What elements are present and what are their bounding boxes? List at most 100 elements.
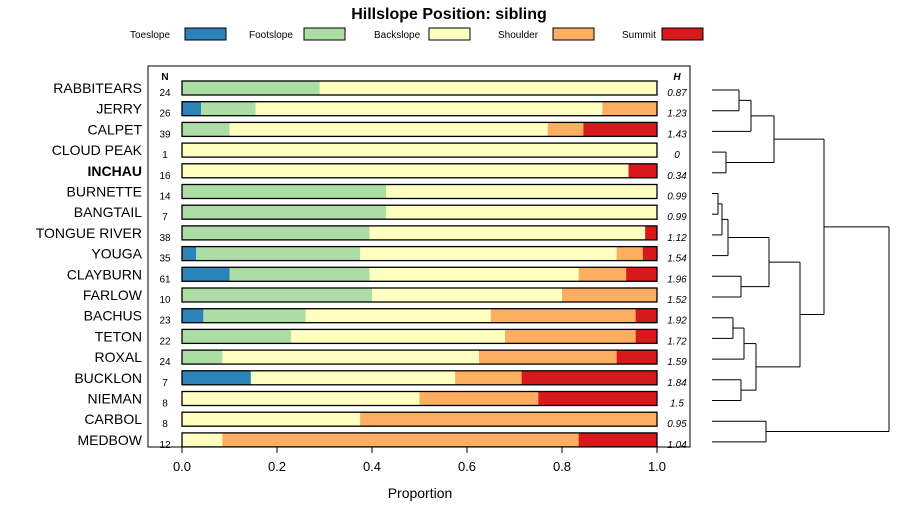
h-value: 1.23: [667, 109, 687, 120]
row-carbol: CARBOL 8 0.95: [84, 411, 687, 430]
n-value: 12: [159, 440, 171, 451]
bar-segment-toeslope: [182, 308, 204, 323]
bar-segment-summit: [521, 370, 657, 385]
row-bangtail: BANGTAIL 7 0.99: [74, 204, 687, 223]
bar-segment-backslope: [369, 225, 646, 240]
bar-segment-toeslope: [182, 267, 230, 282]
bar-outline: [181, 328, 658, 345]
h-value: 1.04: [667, 440, 687, 451]
site-label: CLOUD PEAK: [52, 142, 143, 158]
n-value: 24: [159, 88, 171, 99]
bar-segment-footslope: [203, 308, 306, 323]
bar-segment-summit: [626, 267, 657, 282]
bar-segment-footslope: [182, 184, 387, 199]
bar-outline: [181, 121, 658, 138]
bar-segment-summit: [635, 308, 657, 323]
bar-segment-shoulder: [616, 246, 643, 261]
site-label: BACHUS: [84, 308, 142, 324]
bar-segment-backslope: [360, 246, 617, 261]
bar-outline: [181, 142, 658, 158]
bar-segment-footslope: [182, 329, 292, 344]
x-axis-label: Proportion: [388, 485, 453, 501]
site-label: ROXAL: [95, 349, 143, 365]
bar-segment-backslope: [229, 122, 548, 137]
legend-label-toeslope: Toeslope: [130, 30, 170, 41]
bar-segment-backslope: [250, 370, 456, 385]
bar-segment-shoulder: [455, 370, 522, 385]
bar-outline: [181, 266, 658, 282]
row-medbow: MEDBOW 12 1.04: [77, 432, 687, 451]
bar-segment-footslope: [182, 122, 230, 137]
legend-label-footslope: Footslope: [249, 30, 293, 41]
bar-segment-shoulder: [505, 329, 636, 344]
n-value: 24: [159, 357, 171, 368]
legend-label-shoulder: Shoulder: [498, 30, 539, 41]
bar-outline: [181, 390, 658, 407]
site-label: NIEMAN: [88, 391, 142, 407]
row-bachus: BACHUS 23 1.92: [84, 308, 688, 327]
site-label: TETON: [95, 328, 142, 344]
h-value: 0.87: [667, 88, 687, 99]
bar-segment-summit: [642, 246, 657, 261]
n-value: 22: [159, 336, 171, 347]
n-value: 16: [159, 171, 171, 182]
bar-segment-summit: [583, 122, 657, 137]
bar-segment-footslope: [182, 225, 370, 240]
site-label: RABBITEARS: [53, 80, 142, 96]
bar-segment-shoulder: [562, 288, 657, 302]
row-rabbitears: RABBITEARS 24 0.87: [53, 80, 687, 99]
bar-segment-shoulder: [578, 267, 627, 282]
bar-segment-shoulder: [419, 391, 539, 406]
row-teton: TETON 22 1.72: [95, 328, 687, 347]
h-value: 1.5: [670, 399, 684, 410]
dendrogram: [712, 89, 890, 443]
bar-outline: [181, 101, 658, 117]
bar-segment-toeslope: [182, 370, 251, 385]
legend-label-summit: Summit: [622, 30, 656, 41]
h-value: 1.92: [667, 316, 687, 327]
bar-segment-backslope: [182, 432, 223, 447]
n-value: 8: [162, 399, 168, 410]
bar-segment-backslope: [182, 163, 629, 178]
n-value: 7: [162, 378, 168, 389]
n-value: 35: [159, 254, 171, 265]
site-label: CARBOL: [84, 411, 142, 427]
bar-segment-footslope: [229, 267, 370, 282]
h-value: 1.54: [667, 254, 687, 265]
row-cloud-peak: CLOUD PEAK 1 0: [52, 142, 680, 161]
bar-segment-backslope: [386, 205, 657, 220]
h-value: 1.43: [667, 129, 687, 140]
bar-outline: [181, 204, 658, 220]
bar-segment-footslope: [201, 101, 256, 116]
n-value: 61: [159, 274, 171, 285]
bar-segment-summit: [645, 225, 657, 240]
bar-segment-summit: [635, 329, 657, 344]
bar-outline: [181, 163, 658, 179]
n-value: 14: [159, 192, 171, 203]
legend-swatch-backslope: [428, 27, 471, 41]
bar-outline: [181, 245, 658, 262]
legend-label-backslope: Backslope: [374, 30, 421, 41]
h-value: 0.34: [667, 171, 687, 182]
h-value: 0.99: [667, 212, 687, 223]
bar-segment-shoulder: [547, 122, 584, 137]
bar-segment-backslope: [182, 391, 420, 406]
bar-outline: [181, 349, 658, 365]
h-value: 1.52: [667, 295, 687, 306]
legend: Toeslope Footslope Backslope Shoulder Summit: [130, 27, 704, 41]
bar-segment-backslope: [222, 350, 479, 365]
h-value: 1.96: [667, 274, 687, 285]
row-jerry: JERRY 26 1.23: [96, 101, 687, 120]
bar-segment-footslope: [182, 81, 320, 95]
bar-segment-shoulder: [360, 412, 657, 427]
bar-segment-summit: [628, 163, 657, 178]
legend-swatch-toeslope: [184, 27, 227, 41]
x-tick-label: 1.0: [648, 459, 666, 474]
row-farlow: FARLOW 10 1.52: [83, 287, 687, 306]
site-label: FARLOW: [83, 287, 143, 303]
bar-segment-backslope: [319, 81, 657, 95]
x-axis: 0.0 0.2 0.4 0.6 0.8 1.0: [173, 447, 666, 474]
bar-segment-summit: [578, 432, 657, 447]
row-inchau: INCHAU 16 0.34: [88, 163, 688, 182]
